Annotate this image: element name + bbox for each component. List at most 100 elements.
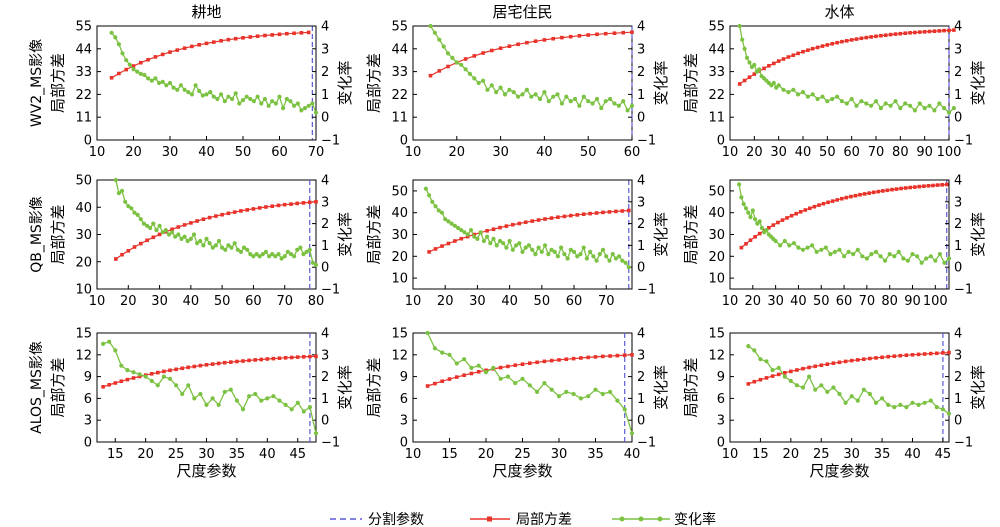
variance-point — [795, 368, 799, 372]
plot-frame — [96, 179, 317, 290]
variance-point — [530, 219, 534, 223]
y-axis-label: 局部方差 — [682, 204, 700, 264]
rate-point — [825, 389, 830, 394]
variance-point — [854, 37, 859, 41]
rate-point — [491, 365, 496, 370]
variance-point — [927, 29, 932, 34]
variance-point — [853, 193, 858, 198]
rate-point — [116, 42, 121, 47]
variance-point — [459, 236, 464, 241]
y-tick-label: 33 — [391, 65, 408, 80]
variance-point — [894, 187, 899, 191]
variance-point — [241, 359, 245, 363]
x-tick-label: 15 — [441, 447, 458, 462]
rate-point — [154, 228, 159, 233]
rate-point — [527, 383, 532, 388]
variance-point — [783, 371, 787, 375]
y-tick-label: 9 — [84, 370, 92, 385]
variance-point — [825, 43, 830, 47]
rate-point — [427, 193, 432, 198]
y2-tick-label: 2 — [321, 65, 329, 80]
variance-point — [944, 182, 949, 187]
rate-point — [758, 357, 763, 362]
rate-point — [946, 256, 952, 261]
variance-point — [428, 73, 433, 78]
y-tick-label: 10 — [391, 272, 408, 287]
variance-point — [219, 39, 223, 43]
rate-point — [928, 398, 933, 403]
rate-point — [555, 254, 561, 259]
row-label: QB_MS影像 — [29, 196, 45, 273]
rate-point — [497, 238, 503, 244]
rate-point — [742, 46, 747, 51]
rate-point — [819, 383, 824, 388]
rate-point — [564, 94, 569, 99]
variance-point — [835, 198, 839, 202]
x-tick-label: 20 — [478, 447, 495, 462]
variance-point — [131, 64, 136, 68]
variance-point — [485, 229, 489, 233]
plot-frame — [729, 332, 950, 443]
rate-point — [257, 254, 262, 259]
rate-point — [310, 101, 315, 106]
rate-point — [251, 254, 256, 259]
variance-point — [543, 217, 547, 221]
variance-point — [549, 358, 554, 363]
variance-point — [132, 245, 137, 249]
variance-point — [593, 355, 598, 359]
y-tick-label: 50 — [391, 184, 408, 199]
variance-point — [840, 39, 844, 44]
legend-rate-label: 变化率 — [674, 511, 716, 527]
rate-point — [588, 249, 593, 254]
rate-point — [216, 402, 221, 407]
variance-point — [472, 54, 477, 58]
rate-point — [608, 389, 613, 394]
rate-point — [432, 30, 437, 35]
variance-point — [427, 250, 431, 254]
rate-point — [465, 232, 470, 237]
variance-point — [491, 227, 496, 231]
rate-point — [116, 191, 121, 196]
y-tick-label: 15 — [391, 327, 408, 342]
y2-tick-label: −1 — [954, 134, 973, 149]
variance-point — [180, 366, 184, 371]
variance-point — [935, 183, 940, 187]
rate-point — [946, 110, 952, 115]
variance-line — [741, 183, 947, 249]
variance-point — [109, 76, 114, 80]
variance-point — [282, 202, 287, 207]
rate-point — [933, 258, 938, 263]
rate-point — [454, 361, 459, 366]
y-tick-label: 12 — [391, 348, 408, 363]
rate-point — [581, 245, 586, 250]
panel: 10 20 30 40 50 60 70 80 10 20 30 40 50 −1 0 1 2 3 4 局部方差 变化率… — [29, 174, 354, 310]
rate-point — [295, 247, 300, 252]
variance-point — [840, 196, 844, 201]
rate-point — [864, 256, 870, 261]
variance-point — [259, 357, 263, 362]
rate-point — [844, 101, 849, 106]
rate-point — [594, 258, 599, 263]
rate-point — [467, 71, 472, 76]
variance-point — [913, 185, 917, 189]
variance-point — [463, 57, 468, 61]
rate-point — [819, 247, 824, 252]
variance-point — [947, 350, 951, 355]
variance-point — [849, 358, 854, 363]
variance-point — [932, 29, 937, 33]
x-tick-label: 10 — [89, 145, 106, 160]
rate-point — [571, 391, 576, 397]
y-tick-label: 6 — [84, 392, 92, 407]
x-tick-label: 20 — [120, 294, 137, 309]
rate-point — [796, 92, 801, 97]
variance-point — [903, 31, 907, 35]
variance-point — [114, 257, 118, 261]
y2-tick-label: 0 — [954, 111, 962, 126]
rate-point — [533, 92, 538, 97]
rate-point — [912, 108, 918, 113]
rate-point — [788, 378, 793, 384]
variance-point — [170, 227, 174, 232]
rate-point — [555, 92, 560, 97]
rate-point — [284, 96, 289, 102]
